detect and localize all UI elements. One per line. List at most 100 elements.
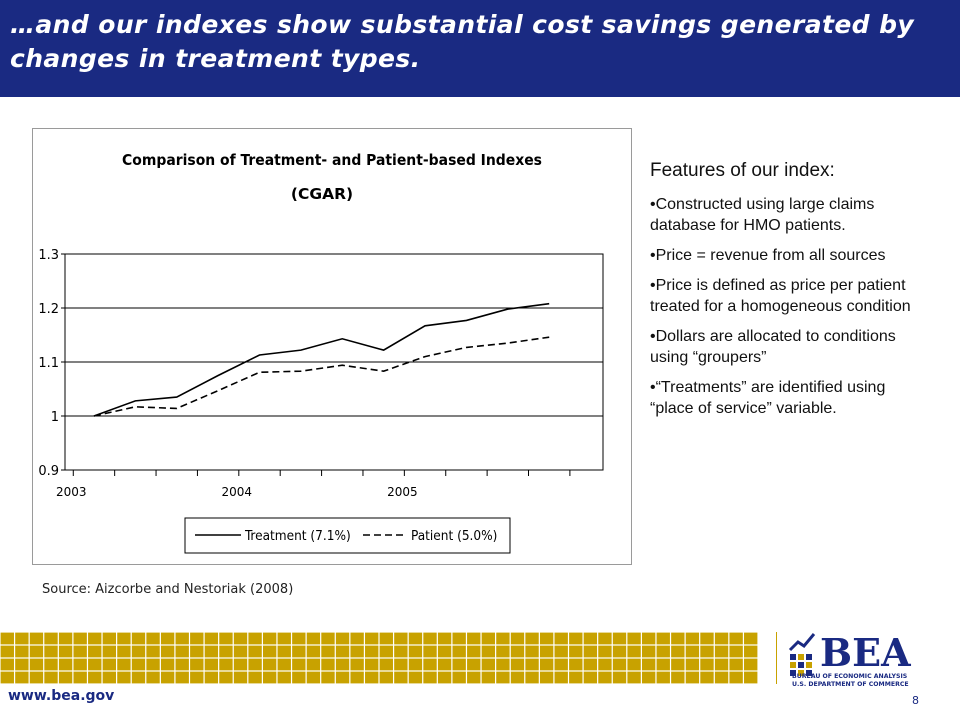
y-tick-label: 1: [51, 410, 59, 425]
grid-cell: [350, 632, 364, 645]
grid-cell: [583, 632, 598, 645]
grid-cell: [612, 671, 627, 684]
grid-cell: [408, 632, 423, 645]
grid-cell: [321, 658, 335, 671]
grid-cell: [219, 632, 233, 645]
grid-cell: [58, 671, 73, 684]
grid-cell: [102, 658, 117, 671]
grid-cell: [379, 671, 393, 684]
grid-cell: [190, 645, 204, 658]
grid-cell: [525, 632, 539, 645]
grid-cell: [88, 645, 102, 658]
grid-cell: [452, 671, 466, 684]
grid-cell: [394, 645, 408, 658]
grid-cell: [292, 645, 306, 658]
grid-cell: [685, 671, 700, 684]
slide-title: …and our indexes show substantial cost s…: [10, 10, 915, 73]
grid-cell: [685, 645, 700, 658]
grid-cell: [481, 658, 496, 671]
grid-cell: [160, 671, 175, 684]
grid-cell: [569, 658, 583, 671]
grid-cell: [146, 645, 160, 658]
grid-cell: [612, 658, 627, 671]
page-number: 8: [912, 694, 919, 707]
grid-cell: [146, 632, 160, 645]
grid-cell: [117, 671, 131, 684]
grid-cell: [73, 671, 87, 684]
grid-cell: [714, 645, 729, 658]
x-tick-label: 2003: [56, 485, 87, 499]
grid-cell: [277, 671, 291, 684]
grid-cell: [292, 632, 306, 645]
grid-cell: [554, 645, 568, 658]
grid-cell: [131, 658, 146, 671]
grid-cell: [350, 671, 364, 684]
grid-cell: [44, 645, 58, 658]
grid-cell: [160, 658, 175, 671]
website-link[interactable]: www.bea.gov: [8, 688, 115, 704]
grid-cell: [583, 671, 598, 684]
grid-cell: [671, 632, 685, 645]
chart-frame: Comparison of Treatment- and Patient-bas…: [32, 128, 632, 565]
grid-cell: [452, 658, 466, 671]
grid-cell: [233, 671, 248, 684]
grid-cell: [44, 632, 58, 645]
grid-cell: [423, 658, 437, 671]
series-line-patient: [93, 336, 550, 417]
grid-cell: [160, 645, 175, 658]
grid-cell: [262, 645, 277, 658]
grid-cell: [627, 632, 641, 645]
grid-cell: [729, 632, 743, 645]
grid-cell: [539, 671, 554, 684]
feature-item: •Price = revenue from all sources: [650, 247, 886, 264]
grid-cell: [641, 671, 656, 684]
grid-cell: [0, 658, 14, 671]
chart-title: Comparison of Treatment- and Patient-bas…: [122, 151, 542, 169]
grid-cell: [627, 671, 641, 684]
grid-cell: [117, 658, 131, 671]
grid-cell: [641, 645, 656, 658]
grid-cell: [627, 658, 641, 671]
grid-cell: [729, 671, 743, 684]
grid-cell: [394, 658, 408, 671]
grid-cell: [262, 671, 277, 684]
grid-cell: [656, 645, 670, 658]
grid-cell: [102, 671, 117, 684]
grid-cell: [394, 671, 408, 684]
grid-cell: [131, 671, 146, 684]
grid-cell: [729, 658, 743, 671]
grid-cell: [510, 645, 525, 658]
grid-cell: [248, 671, 262, 684]
grid-cell: [277, 645, 291, 658]
grid-cell: [219, 645, 233, 658]
logo-divider: [776, 632, 777, 684]
feature-item: •Price is defined as price per patient t…: [650, 277, 911, 315]
feature-item: •“Treatments” are identified using “plac…: [650, 379, 886, 417]
grid-cell: [700, 671, 714, 684]
grid-cell: [29, 645, 44, 658]
grid-cell: [117, 632, 131, 645]
grid-cell: [481, 632, 496, 645]
grid-cell: [437, 632, 452, 645]
grid-cell: [539, 632, 554, 645]
grid-cell: [656, 632, 670, 645]
grid-cell: [146, 671, 160, 684]
grid-cell: [525, 658, 539, 671]
grid-cell: [0, 645, 14, 658]
grid-cell: [131, 632, 146, 645]
grid-cell: [467, 645, 481, 658]
grid-cell: [0, 632, 14, 645]
grid-cell: [598, 632, 612, 645]
grid-cell: [233, 645, 248, 658]
grid-cell: [175, 632, 189, 645]
grid-cell: [44, 658, 58, 671]
y-tick-label: 1.3: [38, 248, 59, 263]
decorative-grid-bar: [0, 632, 758, 684]
features-panel: Features of our index: •Constructed usin…: [650, 160, 930, 428]
grid-cell: [29, 632, 44, 645]
grid-cell: [379, 645, 393, 658]
grid-cell: [408, 658, 423, 671]
grid-cell: [88, 671, 102, 684]
grid-cell: [685, 632, 700, 645]
grid-cell: [481, 645, 496, 658]
